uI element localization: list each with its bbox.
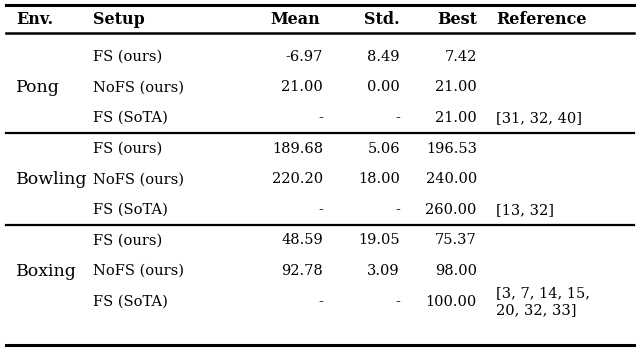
Text: 196.53: 196.53 bbox=[426, 141, 477, 155]
Text: -: - bbox=[395, 203, 400, 217]
Text: 48.59: 48.59 bbox=[282, 233, 323, 247]
Text: 3.09: 3.09 bbox=[367, 264, 400, 278]
Text: FS (ours): FS (ours) bbox=[93, 141, 162, 155]
Text: NoFS (ours): NoFS (ours) bbox=[93, 264, 184, 278]
Text: 260.00: 260.00 bbox=[426, 203, 477, 217]
Text: FS (ours): FS (ours) bbox=[93, 50, 162, 64]
Text: [13, 32]: [13, 32] bbox=[496, 203, 554, 217]
Text: 220.20: 220.20 bbox=[272, 172, 323, 186]
Text: 189.68: 189.68 bbox=[272, 141, 323, 155]
Text: FS (SoTA): FS (SoTA) bbox=[93, 295, 168, 309]
Text: FS (SoTA): FS (SoTA) bbox=[93, 111, 168, 125]
Text: 0.00: 0.00 bbox=[367, 80, 400, 94]
Text: [3, 7, 14, 15,
20, 32, 33]: [3, 7, 14, 15, 20, 32, 33] bbox=[496, 286, 590, 317]
Text: Env.: Env. bbox=[16, 11, 53, 28]
Text: FS (SoTA): FS (SoTA) bbox=[93, 203, 168, 217]
Text: Setup: Setup bbox=[93, 11, 145, 28]
Text: -: - bbox=[395, 295, 400, 309]
Text: NoFS (ours): NoFS (ours) bbox=[93, 80, 184, 94]
Text: 92.78: 92.78 bbox=[282, 264, 323, 278]
Text: Pong: Pong bbox=[16, 79, 60, 96]
Text: 98.00: 98.00 bbox=[435, 264, 477, 278]
Text: -: - bbox=[318, 111, 323, 125]
Text: -6.97: -6.97 bbox=[286, 50, 323, 64]
Text: Boxing: Boxing bbox=[16, 262, 77, 280]
Text: 5.06: 5.06 bbox=[367, 141, 400, 155]
Text: 8.49: 8.49 bbox=[367, 50, 400, 64]
Text: Std.: Std. bbox=[364, 11, 400, 28]
Text: 240.00: 240.00 bbox=[426, 172, 477, 186]
Text: Best: Best bbox=[437, 11, 477, 28]
Text: NoFS (ours): NoFS (ours) bbox=[93, 172, 184, 186]
Text: Bowling: Bowling bbox=[16, 171, 88, 188]
Text: FS (ours): FS (ours) bbox=[93, 233, 162, 247]
Text: [31, 32, 40]: [31, 32, 40] bbox=[496, 111, 582, 125]
Text: 100.00: 100.00 bbox=[426, 295, 477, 309]
Text: -: - bbox=[318, 203, 323, 217]
Text: -: - bbox=[395, 111, 400, 125]
Text: Mean: Mean bbox=[270, 11, 320, 28]
Text: 21.00: 21.00 bbox=[282, 80, 323, 94]
Text: Reference: Reference bbox=[496, 11, 586, 28]
Text: 18.00: 18.00 bbox=[358, 172, 400, 186]
Text: 7.42: 7.42 bbox=[444, 50, 477, 64]
Text: 21.00: 21.00 bbox=[435, 111, 477, 125]
Text: -: - bbox=[318, 295, 323, 309]
Text: 75.37: 75.37 bbox=[435, 233, 477, 247]
Text: 21.00: 21.00 bbox=[435, 80, 477, 94]
Text: 19.05: 19.05 bbox=[358, 233, 400, 247]
